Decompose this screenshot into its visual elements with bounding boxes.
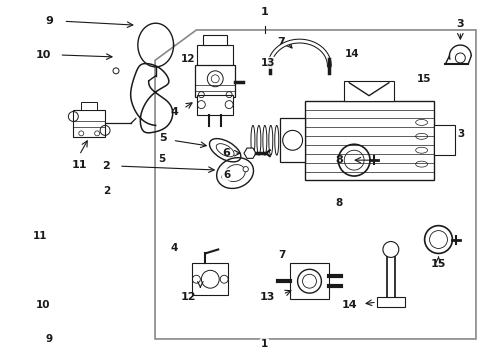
- Text: 11: 11: [72, 160, 87, 170]
- Text: 6: 6: [223, 170, 230, 180]
- Text: 4: 4: [171, 107, 178, 117]
- Text: 3: 3: [457, 19, 464, 29]
- Text: 7: 7: [278, 250, 285, 260]
- Text: 12: 12: [181, 292, 196, 302]
- Text: 11: 11: [32, 231, 47, 242]
- FancyBboxPatch shape: [203, 35, 227, 45]
- FancyBboxPatch shape: [377, 297, 405, 307]
- Text: 15: 15: [431, 259, 446, 269]
- Text: 9: 9: [46, 16, 53, 26]
- Text: 2: 2: [102, 161, 110, 171]
- FancyBboxPatch shape: [280, 118, 305, 162]
- Circle shape: [243, 167, 248, 172]
- Text: 5: 5: [159, 133, 167, 143]
- FancyBboxPatch shape: [74, 109, 105, 137]
- Text: 8: 8: [335, 198, 343, 208]
- FancyBboxPatch shape: [193, 264, 228, 295]
- Text: 7: 7: [277, 37, 285, 47]
- Text: 6: 6: [222, 148, 230, 158]
- Text: 4: 4: [171, 243, 178, 253]
- FancyBboxPatch shape: [344, 81, 394, 100]
- Text: 15: 15: [416, 74, 431, 84]
- Circle shape: [383, 242, 399, 257]
- Text: 12: 12: [180, 54, 195, 64]
- Text: 5: 5: [158, 154, 165, 163]
- FancyBboxPatch shape: [305, 100, 434, 180]
- Text: 10: 10: [36, 300, 50, 310]
- FancyBboxPatch shape: [81, 102, 97, 109]
- Circle shape: [222, 174, 227, 180]
- Text: 10: 10: [36, 50, 51, 60]
- Text: 13: 13: [260, 292, 275, 302]
- Text: 14: 14: [344, 49, 359, 59]
- Polygon shape: [244, 148, 256, 158]
- Text: 14: 14: [342, 300, 357, 310]
- Text: 1: 1: [261, 7, 269, 17]
- Text: 1: 1: [261, 339, 268, 349]
- FancyBboxPatch shape: [290, 264, 329, 299]
- Text: 13: 13: [261, 58, 275, 68]
- Text: 3: 3: [458, 129, 465, 139]
- Text: 2: 2: [103, 186, 110, 196]
- Text: 9: 9: [46, 334, 53, 344]
- Circle shape: [113, 68, 119, 74]
- FancyBboxPatch shape: [434, 125, 455, 155]
- FancyBboxPatch shape: [196, 65, 235, 96]
- Text: 8: 8: [335, 155, 343, 165]
- FancyBboxPatch shape: [197, 95, 233, 114]
- FancyBboxPatch shape: [197, 45, 233, 67]
